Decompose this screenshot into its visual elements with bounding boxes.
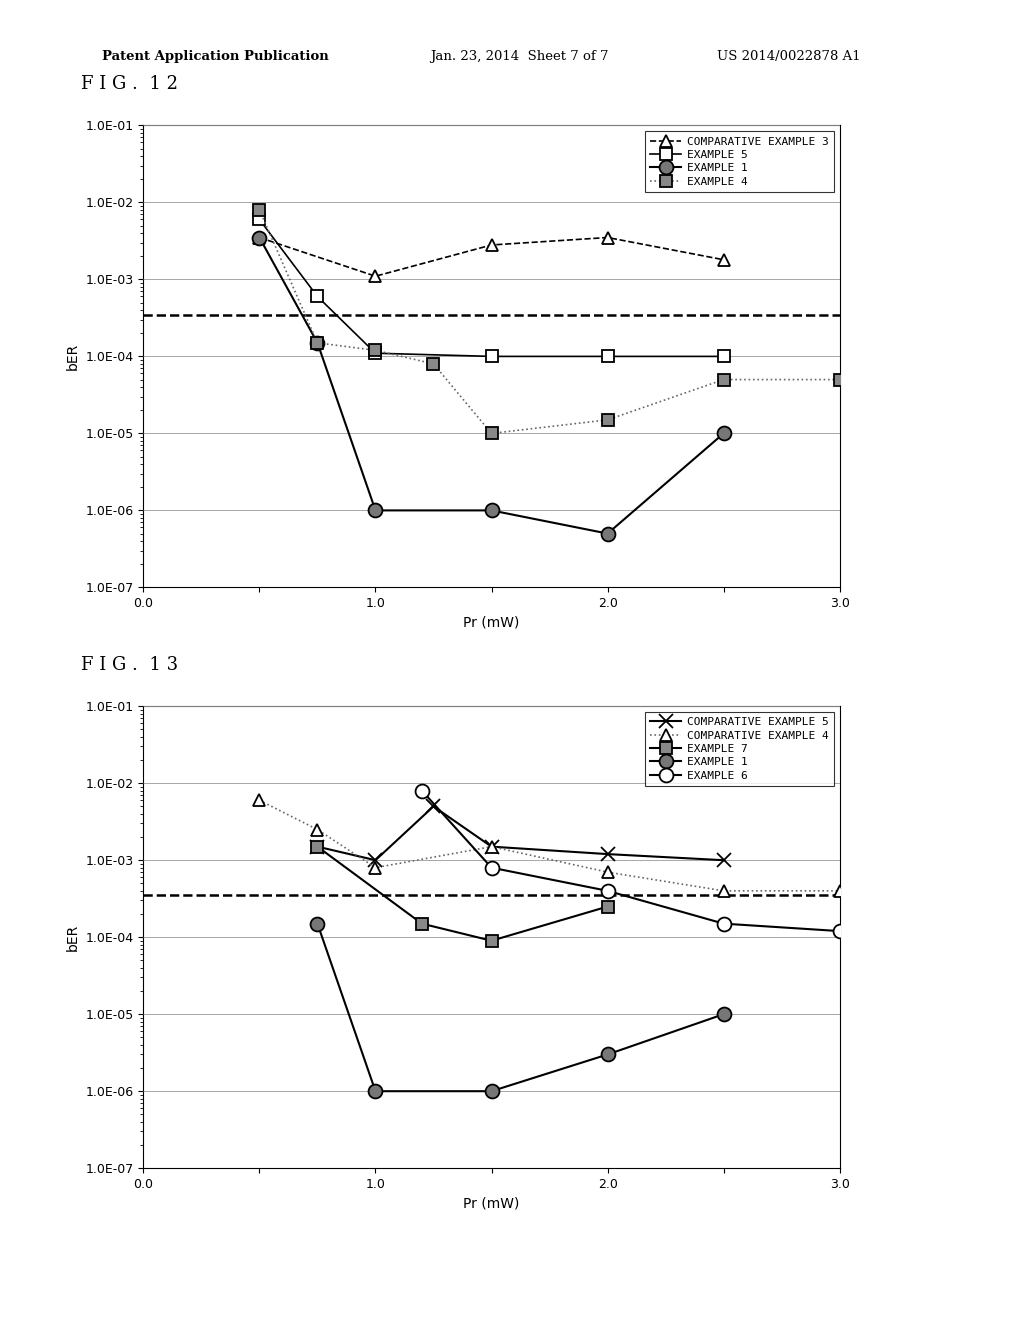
Text: F I G .  1 3: F I G . 1 3 xyxy=(81,656,178,673)
Text: Jan. 23, 2014  Sheet 7 of 7: Jan. 23, 2014 Sheet 7 of 7 xyxy=(430,50,608,63)
Text: US 2014/0022878 A1: US 2014/0022878 A1 xyxy=(717,50,860,63)
COMPARATIVE EXAMPLE 3 xyxy=(370,268,382,284)
COMPARATIVE EXAMPLE 3 xyxy=(253,230,265,246)
COMPARATIVE EXAMPLE 5 xyxy=(427,799,439,814)
EXAMPLE 5 xyxy=(253,211,265,227)
EXAMPLE 1 xyxy=(311,335,324,351)
EXAMPLE 6 xyxy=(718,916,730,932)
EXAMPLE 4 xyxy=(485,425,498,441)
EXAMPLE 4 xyxy=(834,372,846,388)
EXAMPLE 5 xyxy=(601,348,613,364)
Y-axis label: bER: bER xyxy=(66,924,80,950)
COMPARATIVE EXAMPLE 4 xyxy=(485,838,498,854)
Text: F I G .  1 2: F I G . 1 2 xyxy=(81,75,178,92)
COMPARATIVE EXAMPLE 4 xyxy=(601,865,613,880)
COMPARATIVE EXAMPLE 4 xyxy=(311,821,324,837)
EXAMPLE 4 xyxy=(370,342,382,358)
Legend: COMPARATIVE EXAMPLE 3, EXAMPLE 5, EXAMPLE 1, EXAMPLE 4: COMPARATIVE EXAMPLE 3, EXAMPLE 5, EXAMPL… xyxy=(644,131,835,193)
EXAMPLE 1 xyxy=(718,425,730,441)
EXAMPLE 4 xyxy=(427,356,439,372)
Line: EXAMPLE 4: EXAMPLE 4 xyxy=(254,205,845,440)
COMPARATIVE EXAMPLE 3 xyxy=(485,238,498,253)
EXAMPLE 5 xyxy=(311,289,324,305)
COMPARATIVE EXAMPLE 4 xyxy=(253,792,265,808)
COMPARATIVE EXAMPLE 5 xyxy=(311,838,324,854)
Line: COMPARATIVE EXAMPLE 5: COMPARATIVE EXAMPLE 5 xyxy=(310,800,730,867)
EXAMPLE 7 xyxy=(601,899,613,915)
EXAMPLE 6 xyxy=(834,923,846,939)
Line: EXAMPLE 5: EXAMPLE 5 xyxy=(254,214,729,362)
EXAMPLE 1 xyxy=(718,1006,730,1022)
Line: EXAMPLE 1: EXAMPLE 1 xyxy=(253,231,730,540)
EXAMPLE 4 xyxy=(253,202,265,218)
EXAMPLE 1 xyxy=(311,916,324,932)
EXAMPLE 7 xyxy=(416,916,428,932)
COMPARATIVE EXAMPLE 3 xyxy=(718,252,730,268)
EXAMPLE 5 xyxy=(718,348,730,364)
Line: COMPARATIVE EXAMPLE 4: COMPARATIVE EXAMPLE 4 xyxy=(254,795,845,896)
EXAMPLE 6 xyxy=(485,859,498,875)
COMPARATIVE EXAMPLE 5 xyxy=(718,853,730,869)
COMPARATIVE EXAMPLE 5 xyxy=(370,853,382,869)
COMPARATIVE EXAMPLE 4 xyxy=(834,883,846,899)
X-axis label: Pr (mW): Pr (mW) xyxy=(463,615,520,630)
EXAMPLE 4 xyxy=(601,412,613,428)
Line: EXAMPLE 7: EXAMPLE 7 xyxy=(311,841,613,946)
COMPARATIVE EXAMPLE 5 xyxy=(485,838,498,854)
COMPARATIVE EXAMPLE 5 xyxy=(601,846,613,862)
Y-axis label: bER: bER xyxy=(66,343,80,370)
EXAMPLE 5 xyxy=(370,346,382,362)
Legend: COMPARATIVE EXAMPLE 5, COMPARATIVE EXAMPLE 4, EXAMPLE 7, EXAMPLE 1, EXAMPLE 6: COMPARATIVE EXAMPLE 5, COMPARATIVE EXAMP… xyxy=(644,711,835,787)
EXAMPLE 1 xyxy=(485,1084,498,1100)
COMPARATIVE EXAMPLE 3 xyxy=(601,230,613,246)
EXAMPLE 1 xyxy=(485,503,498,519)
COMPARATIVE EXAMPLE 4 xyxy=(718,883,730,899)
EXAMPLE 4 xyxy=(718,372,730,388)
COMPARATIVE EXAMPLE 4 xyxy=(370,859,382,875)
X-axis label: Pr (mW): Pr (mW) xyxy=(463,1196,520,1210)
Line: EXAMPLE 1: EXAMPLE 1 xyxy=(310,916,730,1098)
EXAMPLE 4 xyxy=(311,335,324,351)
Line: COMPARATIVE EXAMPLE 3: COMPARATIVE EXAMPLE 3 xyxy=(254,232,729,281)
EXAMPLE 1 xyxy=(253,230,265,246)
EXAMPLE 5 xyxy=(485,348,498,364)
EXAMPLE 1 xyxy=(601,525,613,541)
Text: Patent Application Publication: Patent Application Publication xyxy=(102,50,329,63)
EXAMPLE 6 xyxy=(601,883,613,899)
Line: EXAMPLE 6: EXAMPLE 6 xyxy=(415,784,847,939)
EXAMPLE 7 xyxy=(485,933,498,949)
EXAMPLE 7 xyxy=(311,838,324,854)
EXAMPLE 1 xyxy=(370,503,382,519)
EXAMPLE 6 xyxy=(416,783,428,799)
EXAMPLE 1 xyxy=(370,1084,382,1100)
EXAMPLE 1 xyxy=(601,1047,613,1063)
